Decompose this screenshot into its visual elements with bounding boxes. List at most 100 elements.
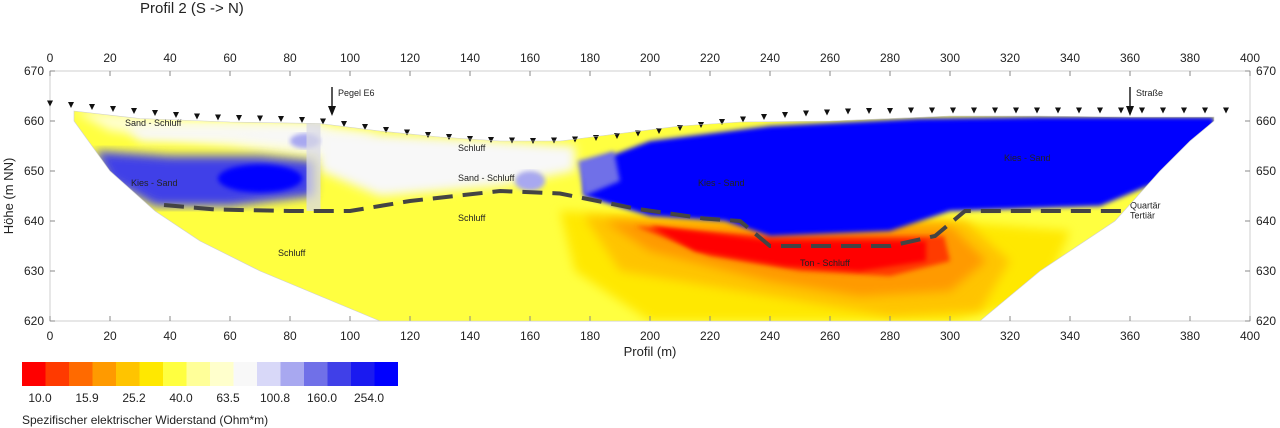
terrain-marker [887, 108, 893, 114]
marker-arrow-head [328, 106, 336, 116]
x-tick-label-bottom: 120 [400, 329, 420, 343]
terrain-marker [1139, 107, 1145, 114]
y-tick-label-right: 640 [1256, 214, 1276, 228]
terrain-marker [656, 128, 662, 134]
x-tick-label-top: 300 [940, 51, 960, 65]
layer-label: Schluff [458, 143, 486, 153]
terrain-marker [1097, 107, 1103, 114]
terrain-marker [488, 137, 494, 143]
y-tick-label-right: 670 [1256, 64, 1276, 78]
terrain-marker [404, 129, 410, 136]
x-tick-label-bottom: 40 [163, 329, 177, 343]
terrain-marker [152, 110, 158, 116]
terrain-marker [782, 112, 788, 118]
marker-arrow-head [1126, 106, 1134, 116]
borehole-log [306, 123, 321, 211]
terrain-marker [68, 102, 74, 108]
terrain-marker [110, 106, 116, 112]
x-tick-label-top: 340 [1060, 51, 1080, 65]
layer-label: Sand - Schluff [125, 118, 182, 128]
colorbar-tick-label: 254.0 [354, 391, 384, 405]
x-tick-label-bottom: 340 [1060, 329, 1080, 343]
colorbar-swatch [116, 362, 140, 386]
x-tick-label-bottom: 180 [580, 329, 600, 343]
terrain-marker [551, 137, 557, 144]
zone-blue-edge [578, 151, 620, 196]
colorbar-swatch [327, 362, 351, 386]
colorbar-tick-label: 40.0 [169, 391, 193, 405]
y-tick-label-right: 660 [1256, 114, 1276, 128]
colorbar-title: Spezifischer elektrischer Widerstand (Oh… [22, 413, 269, 427]
x-axis-title: Profil (m) [624, 344, 677, 359]
x-tick-label-top: 400 [1240, 51, 1260, 65]
terrain-marker [719, 119, 725, 125]
y-tick-label-right: 650 [1256, 164, 1276, 178]
colorbar-tick-label: 63.5 [216, 391, 240, 405]
y-tick-label-left: 640 [24, 214, 44, 228]
colorbar-tick-label: 100.8 [260, 391, 290, 405]
zone-white-left [125, 126, 335, 151]
section-outline [73, 110, 1215, 322]
terrain-marker [383, 127, 389, 133]
terrain-marker [1076, 107, 1082, 114]
terrain-marker [761, 114, 767, 120]
colorbar-swatch [351, 362, 375, 386]
y-tick-label-left: 630 [24, 264, 44, 278]
colorbar-swatch [163, 362, 187, 386]
x-tick-label-bottom: 60 [223, 329, 237, 343]
y-tick-label-left: 650 [24, 164, 44, 178]
colorbar-swatch [139, 362, 163, 386]
terrain-marker [740, 116, 746, 123]
colorbar-swatch [22, 362, 46, 386]
marker-label: Pegel E6 [338, 88, 375, 98]
terrain-marker [362, 124, 368, 130]
terrain-marker [803, 110, 809, 117]
zone-blue-right [584, 117, 1214, 236]
colorbar-swatch [45, 362, 69, 386]
colorbar-swatch [374, 362, 398, 386]
x-tick-label-top: 200 [640, 51, 660, 65]
x-tick-label-bottom: 260 [820, 329, 840, 343]
x-tick-label-bottom: 0 [47, 329, 54, 343]
terrain-marker [1055, 107, 1061, 114]
terrain-marker [824, 109, 830, 116]
colorbar-tick-label: 25.2 [122, 391, 146, 405]
terrain-marker [89, 104, 95, 110]
terrain-marker [677, 125, 683, 131]
boundary-line [163, 188, 1130, 248]
terrain-marker [425, 132, 431, 138]
colorbar-tick-label: 10.0 [28, 391, 52, 405]
terrain-marker [1118, 107, 1124, 114]
terrain-marker [446, 134, 452, 140]
colorbar-swatch [69, 362, 93, 386]
terrain-marker [1223, 107, 1229, 114]
terrain-marker [1181, 107, 1187, 114]
terrain-marker [1202, 107, 1208, 114]
terrain-marker [698, 122, 704, 128]
terrain-marker [47, 100, 53, 107]
colorbar-legend: 10.0 15.9 25.2 40.0 63.5 100.8 160.0 254.0 [22, 362, 398, 405]
colorbar-swatch [280, 362, 304, 386]
layer-label: Ton - Schluff [800, 258, 850, 268]
colorbar-tick-label: 160.0 [307, 391, 337, 405]
layer-label: Tertiär [1130, 211, 1155, 221]
profile-plot: 0 0 20 20 40 40 60 60 80 80 100 100 120 120 140 140 160 1… [1, 51, 1276, 359]
terrain-marker [572, 136, 578, 143]
x-tick-label-top: 180 [580, 51, 600, 65]
x-tick-label-top: 240 [760, 51, 780, 65]
x-tick-label-bottom: 300 [940, 329, 960, 343]
terrain-marker [929, 107, 935, 114]
terrain-marker [845, 108, 851, 115]
x-tick-label-top: 40 [163, 51, 177, 65]
x-tick-label-top: 120 [400, 51, 420, 65]
layer-label: Kies - Sand [1004, 153, 1051, 163]
x-tick-label-bottom: 320 [1000, 329, 1020, 343]
terrain-marker [341, 121, 347, 127]
x-tick-label-top: 260 [820, 51, 840, 65]
terrain-marker [1013, 107, 1019, 114]
terrain-marker [866, 108, 872, 114]
x-tick-label-top: 60 [223, 51, 237, 65]
x-tick-label-bottom: 400 [1240, 329, 1260, 343]
terrain-marker [1034, 107, 1040, 114]
x-tick-label-top: 320 [1000, 51, 1020, 65]
